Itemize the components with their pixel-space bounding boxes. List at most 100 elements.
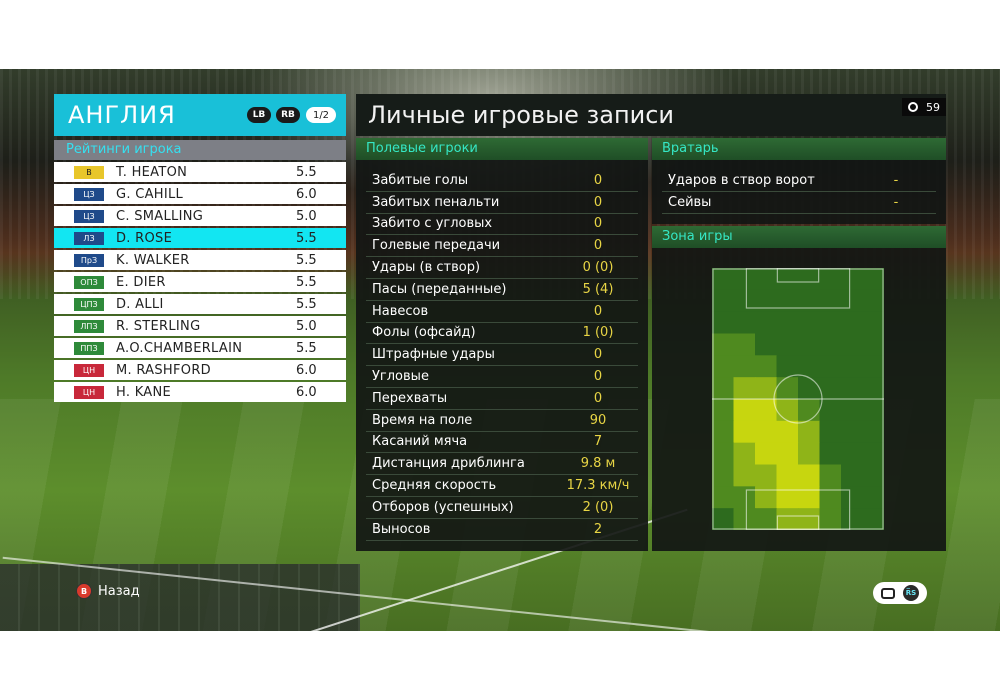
position-badge: ППЗ [74, 341, 104, 355]
heatmap-cell [819, 508, 842, 531]
heatmap-cell [776, 508, 799, 531]
heatmap-cell [862, 268, 885, 291]
stat-value: 0 [593, 172, 603, 188]
player-row[interactable]: ЦН H. KANE 6.0 [54, 382, 346, 402]
rs-hint[interactable]: R̅S [873, 582, 927, 604]
heatmap-cell [798, 333, 820, 356]
heatmap-cell [712, 420, 734, 444]
lb-button[interactable]: LB [247, 107, 271, 123]
heatmap-cell [712, 486, 734, 509]
player-row[interactable]: ЛЗ D. ROSE 5.5 [54, 228, 346, 248]
player-row[interactable]: ЦН M. RASHFORD 6.0 [54, 360, 346, 380]
position-badge: ЦН [74, 385, 104, 399]
player-row[interactable]: ПрЗ K. WALKER 5.5 [54, 250, 346, 270]
heatmap-cell [819, 355, 842, 378]
stat-label: Средняя скорость [372, 478, 497, 494]
zone-header: Зона игры [652, 226, 946, 248]
stat-value: 2 [593, 521, 603, 537]
heatmap-cell [841, 442, 863, 465]
heatmap-cell [841, 486, 863, 509]
clock-icon [908, 102, 918, 112]
position-badge: ЦН [74, 363, 104, 377]
player-row[interactable]: ОПЗ E. DIER 5.5 [54, 272, 346, 292]
stat-label: Ударов в створ ворот [668, 173, 815, 188]
heatmap-cell [733, 333, 756, 356]
player-name: D. ALLI [116, 296, 164, 312]
center-circle [773, 374, 823, 424]
match-timer: 59 [902, 98, 946, 116]
player-name: C. SMALLING [116, 208, 204, 224]
rs-button-icon: R̅S [903, 585, 919, 601]
ratings-title: Рейтинги игрока [54, 140, 346, 160]
player-row[interactable]: ППЗ A.O.CHAMBERLAIN 5.5 [54, 338, 346, 358]
chat-icon [881, 587, 895, 599]
heatmap-cell [819, 268, 842, 291]
heatmap-cell [862, 399, 885, 422]
goalkeeper-panel: Вратарь Ударов в створ ворот - Сейвы - [652, 138, 946, 224]
player-rating: 6.0 [296, 362, 317, 378]
team-header: АНГЛИЯ LB RB 1/2 [54, 94, 346, 136]
heatmap-cell [776, 399, 799, 422]
rb-button[interactable]: RB [276, 107, 300, 123]
back-hint[interactable]: B Назад [76, 583, 140, 599]
heatmap-cell [862, 377, 885, 400]
player-name: H. KANE [116, 384, 172, 400]
stat-label: Голевые передачи [372, 238, 501, 254]
heatmap-cell [755, 377, 777, 400]
heatmap-cell [733, 420, 756, 444]
player-row[interactable]: В T. HEATON 5.5 [54, 162, 346, 182]
heatmap-cell [819, 399, 842, 422]
heatmap-cell [712, 464, 734, 487]
stat-value: 17.3 км/ч [566, 478, 630, 494]
player-name: R. STERLING [116, 318, 201, 334]
heatmap-cell [776, 486, 799, 509]
heatmap-cell [819, 486, 842, 509]
team-name: АНГЛИЯ [68, 101, 176, 129]
stat-value: 0 [593, 216, 603, 232]
top-goal-box [776, 267, 820, 283]
stat-row: Время на поле 90 [366, 410, 638, 432]
stat-value: - [893, 195, 899, 210]
player-row[interactable]: ЦПЗ D. ALLI 5.5 [54, 294, 346, 314]
heatmap-cell [712, 333, 734, 356]
heatmap-cell [733, 464, 756, 487]
stat-value: 9.8 м [580, 456, 616, 472]
heatmap-cell [798, 442, 820, 465]
player-name: D. ROSE [116, 230, 173, 246]
gk-stat-row: Сейвы - [662, 192, 936, 214]
heatmap-cell [776, 311, 799, 334]
heatmap-cell [819, 377, 842, 400]
position-badge: ОПЗ [74, 275, 104, 289]
player-row[interactable]: ЛПЗ R. STERLING 5.0 [54, 316, 346, 336]
player-rating: 6.0 [296, 186, 317, 202]
stat-value: 1 (0) [582, 325, 614, 341]
heatmap-cell [755, 442, 777, 465]
player-rating: 5.5 [296, 164, 317, 180]
heatmap-cell [841, 508, 863, 531]
heatmap-cell [862, 289, 885, 313]
heatmap-cell [755, 420, 777, 444]
stat-label: Время на поле [372, 412, 473, 428]
player-rating: 6.0 [296, 384, 317, 400]
heatmap-cell [841, 333, 863, 356]
heatmap-cell [712, 268, 734, 291]
goalkeeper-header: Вратарь [652, 138, 946, 160]
stat-row: Забитые голы 0 [366, 170, 638, 192]
heatmap-cell [819, 333, 842, 356]
heatmap-cell [733, 377, 756, 400]
heatmap-cell [755, 268, 777, 291]
stat-list: Забитые голы 0 Забитых пенальти 0 Забито с у… [356, 170, 648, 541]
stat-label: Забитые голы [372, 172, 469, 188]
stat-row: Забито с угловых 0 [366, 214, 638, 236]
heatmap-cell [755, 333, 777, 356]
heatmap-cell [862, 486, 885, 509]
player-row[interactable]: ЦЗ C. SMALLING 5.0 [54, 206, 346, 226]
heatmap-cell [776, 355, 799, 378]
advertising-board [0, 564, 360, 631]
stat-label: Фолы (офсайд) [372, 325, 476, 341]
player-row[interactable]: ЦЗ G. CAHILL 6.0 [54, 184, 346, 204]
heatmap-cell [712, 311, 734, 334]
player-rating: 5.0 [296, 318, 317, 334]
stat-row: Пасы (переданные) 5 (4) [366, 279, 638, 301]
heatmap-cell [841, 399, 863, 422]
